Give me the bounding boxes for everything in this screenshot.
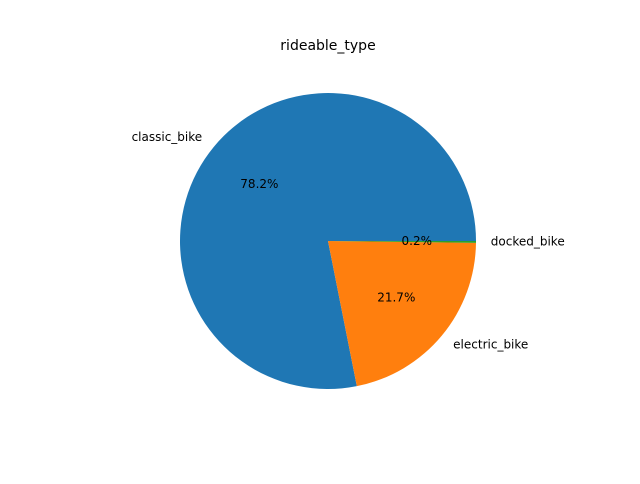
pie-slice-docked-bike (328, 241, 476, 243)
slice-pct-docked-bike: 0.2% (402, 234, 433, 248)
slice-pct-electric-bike: 21.7% (377, 290, 415, 304)
chart-title: rideable_type (280, 38, 375, 54)
slice-label-docked-bike: docked_bike (491, 235, 565, 249)
slice-label-classic-bike: classic_bike (132, 130, 203, 144)
pie-slice-electric-bike (328, 241, 476, 387)
slice-pct-classic-bike: 78.2% (240, 177, 278, 191)
pie-slices (180, 93, 476, 390)
pie-labels: classic_bike 78.2% electric_bike 21.7% docke… (132, 130, 565, 351)
slice-label-electric-bike: electric_bike (453, 338, 528, 352)
